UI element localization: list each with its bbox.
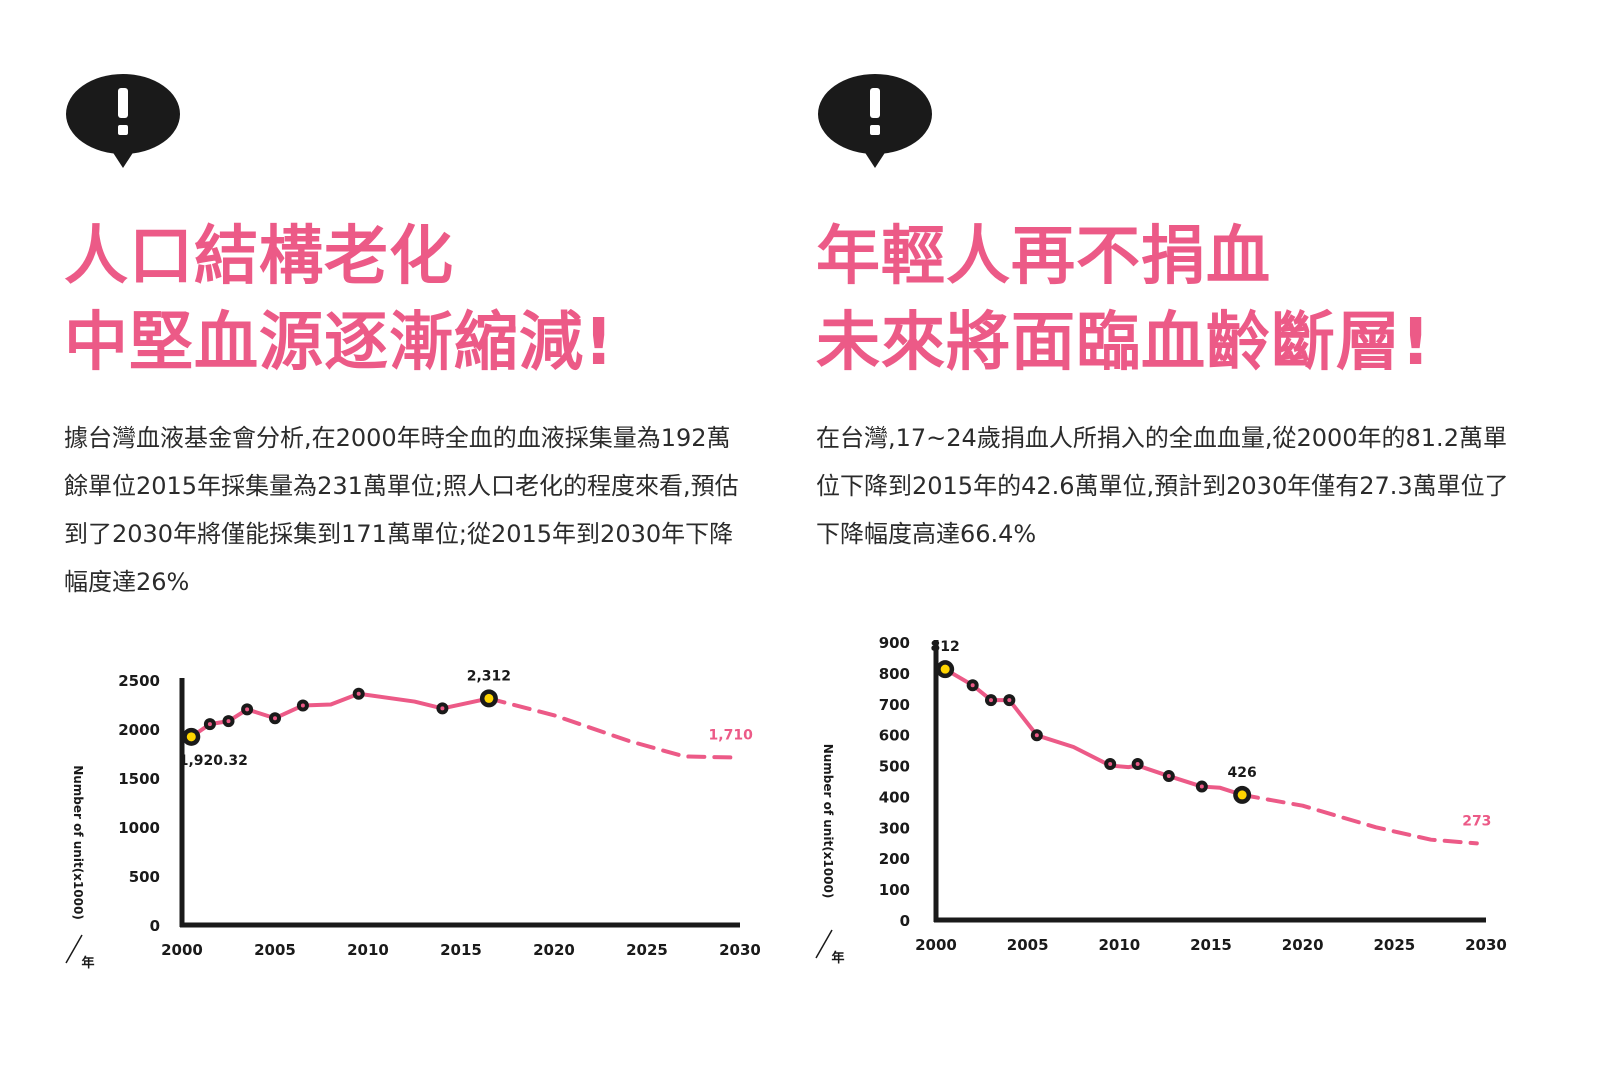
highlight-point-center bbox=[484, 693, 494, 703]
data-point-center bbox=[1166, 774, 1171, 779]
x-tick-label: 2010 bbox=[1098, 936, 1140, 954]
right-title-line2: 未來將面臨血齡斷層! bbox=[816, 306, 1432, 380]
data-point-center bbox=[440, 706, 445, 711]
x-tick-label: 2020 bbox=[533, 941, 575, 959]
data-point-center bbox=[300, 703, 305, 708]
data-label: 273 bbox=[1462, 813, 1491, 829]
y-tick-label: 500 bbox=[129, 868, 160, 886]
left-title: 人口結構老化 中堅血源逐漸縮減! bbox=[64, 214, 614, 386]
right-panel: 年輕人再不捐血 未來將面臨血齡斷層! 在台灣,17~24歲捐血人所捐入的全血血量… bbox=[800, 0, 1560, 1066]
data-point-center bbox=[273, 716, 277, 721]
x-tick-label: 2000 bbox=[915, 936, 957, 954]
axis-separator-slash bbox=[65, 934, 83, 964]
y-tick-label: 700 bbox=[879, 696, 910, 714]
actual-line bbox=[943, 667, 1245, 797]
data-point-center bbox=[1007, 698, 1012, 703]
y-tick-label: 1500 bbox=[118, 770, 160, 788]
data-point-center bbox=[989, 698, 993, 703]
y-tick-label: 0 bbox=[150, 917, 160, 935]
data-point-center bbox=[1034, 733, 1039, 738]
left-panel: 人口結構老化 中堅血源逐漸縮減! 據台灣血液基金會分析,在2000年時全血的血液… bbox=[0, 0, 760, 1066]
data-label: 812 bbox=[931, 639, 960, 655]
actual-line bbox=[189, 691, 491, 739]
y-tick-label: 100 bbox=[879, 881, 910, 899]
data-label: 1,920.32 bbox=[179, 753, 248, 769]
y-tick-label: 2500 bbox=[118, 672, 160, 690]
y-axis-title: Number of unit(x1000) bbox=[71, 765, 85, 920]
exclamation-speech-bubble-icon bbox=[818, 74, 932, 168]
y-tick-label: 800 bbox=[879, 665, 910, 683]
x-tick-label: 2000 bbox=[161, 941, 203, 959]
data-label: 1,710 bbox=[709, 727, 754, 743]
x-axis-title: 年 bbox=[831, 950, 844, 966]
x-tick-label: 2005 bbox=[254, 941, 296, 959]
data-point-center bbox=[970, 683, 975, 688]
y-tick-label: 900 bbox=[879, 634, 910, 652]
highlight-point-center bbox=[1237, 790, 1247, 800]
right-line-chart: 0 100 200 300 400 500 600 700 800 900 2000 2005 2010… bbox=[815, 634, 1507, 966]
data-point-center bbox=[356, 691, 361, 696]
y-tick-label: 500 bbox=[879, 758, 910, 776]
highlight-point-center bbox=[940, 664, 950, 674]
x-tick-label: 2025 bbox=[626, 941, 668, 959]
data-label: 2,312 bbox=[467, 668, 511, 684]
y-axis-title: Number of unit(x1000) bbox=[821, 744, 835, 899]
left-line-chart: 0 500 1000 1500 2000 2500 2000 2005 2010 2015 2020… bbox=[65, 668, 760, 971]
y-tick-label: 200 bbox=[879, 850, 910, 868]
data-label: 426 bbox=[1228, 765, 1257, 781]
x-axis-title: 年 bbox=[81, 955, 94, 971]
data-point-center bbox=[1135, 762, 1140, 767]
y-tick-label: 300 bbox=[879, 819, 910, 837]
data-point-center bbox=[1199, 784, 1204, 789]
y-tick-label: 600 bbox=[879, 727, 910, 745]
x-tick-label: 2025 bbox=[1373, 936, 1415, 954]
highlight-point-center bbox=[186, 732, 196, 742]
left-title-line1: 人口結構老化 bbox=[64, 220, 454, 294]
y-tick-label: 1000 bbox=[118, 819, 160, 837]
y-tick-label: 400 bbox=[879, 788, 910, 806]
data-point-center bbox=[226, 719, 231, 724]
x-tick-label: 2005 bbox=[1007, 936, 1049, 954]
axis-separator-slash bbox=[815, 929, 833, 959]
x-tick-label: 2015 bbox=[1190, 936, 1232, 954]
right-title-line1: 年輕人再不捐血 bbox=[816, 220, 1271, 294]
projection-line bbox=[486, 696, 733, 760]
exclamation-speech-bubble-icon bbox=[66, 74, 180, 168]
x-tick-label: 2010 bbox=[347, 941, 389, 959]
data-point-center bbox=[1108, 762, 1113, 767]
data-point-center bbox=[245, 707, 250, 712]
data-point-center bbox=[207, 722, 212, 727]
right-title: 年輕人再不捐血 未來將面臨血齡斷層! bbox=[816, 214, 1431, 386]
x-tick-label: 2030 bbox=[719, 941, 760, 959]
projection-line bbox=[1240, 792, 1479, 846]
left-title-line2: 中堅血源逐漸縮減! bbox=[64, 306, 615, 380]
y-tick-label: 2000 bbox=[118, 721, 160, 739]
y-tick-label: 0 bbox=[900, 912, 910, 930]
x-tick-label: 2015 bbox=[440, 941, 482, 959]
left-body-text: 據台灣血液基金會分析,在2000年時全血的血液採集量為192萬餘單位2015年採… bbox=[64, 424, 739, 596]
right-body-text: 在台灣,17~24歲捐血人所捐入的全血血量,從2000年的81.2萬單位下降到2… bbox=[816, 424, 1509, 548]
x-tick-label: 2030 bbox=[1465, 936, 1507, 954]
x-tick-label: 2020 bbox=[1282, 936, 1324, 954]
